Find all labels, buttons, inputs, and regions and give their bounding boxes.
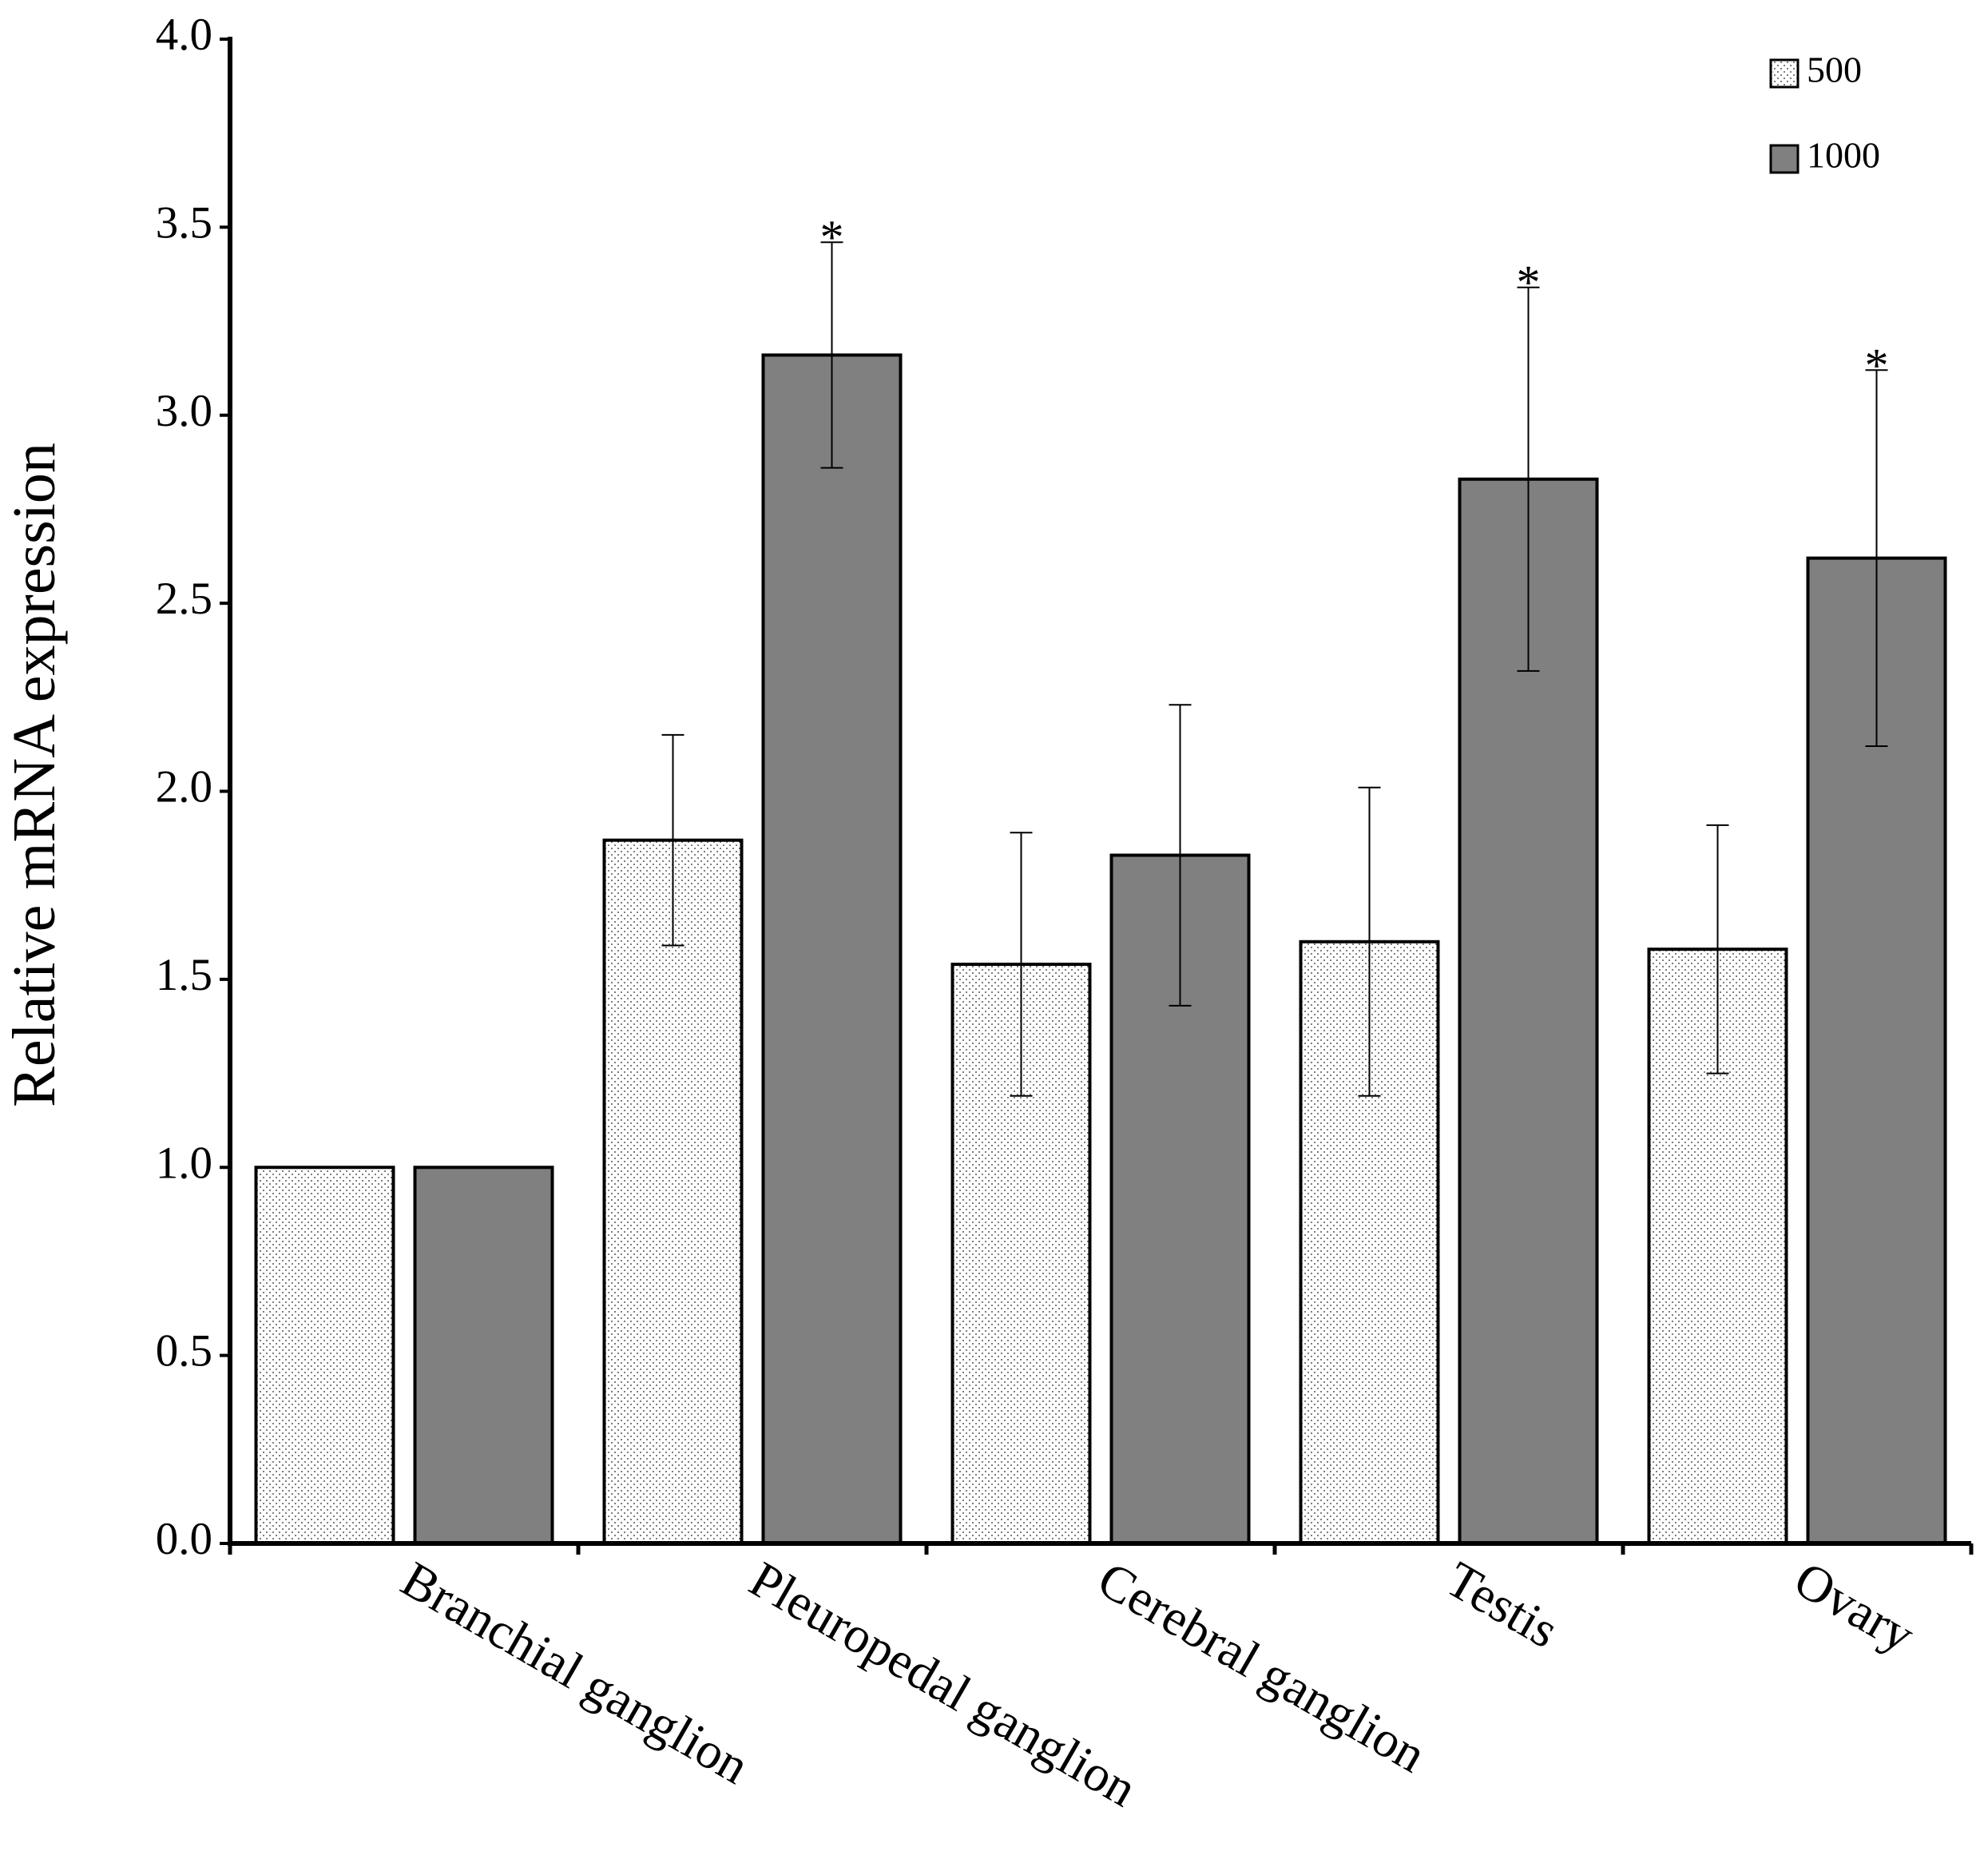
error-bar [1169,704,1192,1007]
y-tick-label: 3.0 [156,386,212,436]
legend-label: 500 [1807,50,1862,90]
error-bar [1517,286,1540,672]
error-bar [1865,369,1888,748]
significance-label: * [820,211,844,264]
error-bar [1706,824,1729,1075]
y-tick-label: 2.0 [156,762,212,812]
bar [761,353,903,1545]
error-bar [1358,786,1381,1097]
x-tick-label: Ovary [1785,1551,1924,1663]
bar [602,838,744,1545]
significance-label: * [1865,339,1889,391]
y-tick-label: 2.5 [156,574,212,624]
y-tick-label: 1.5 [156,950,212,1000]
significance-label: * [1517,256,1541,309]
y-axis-title: Relative mRNA expression [1,443,68,1107]
y-tick-label: 0.5 [156,1326,212,1376]
x-tick-label: Branchial ganglion [392,1551,759,1795]
y-tick-label: 4.0 [156,10,212,60]
error-bar [1010,832,1033,1097]
x-tick-label: Cerebral ganglion [1089,1551,1435,1784]
y-tick-label: 0.0 [156,1514,212,1564]
error-bar [661,733,684,947]
bar [413,1166,554,1545]
error-bar [820,241,843,469]
x-tick-label: Testis [1437,1551,1568,1659]
legend-swatch [1769,144,1800,174]
x-tick-label: Pleuropedal ganglion [740,1551,1146,1817]
legend-label: 1000 [1807,135,1880,176]
legend-swatch [1769,58,1800,89]
y-tick-label: 1.0 [156,1138,212,1188]
y-tick-label: 3.5 [156,197,212,248]
bar [254,1166,395,1545]
